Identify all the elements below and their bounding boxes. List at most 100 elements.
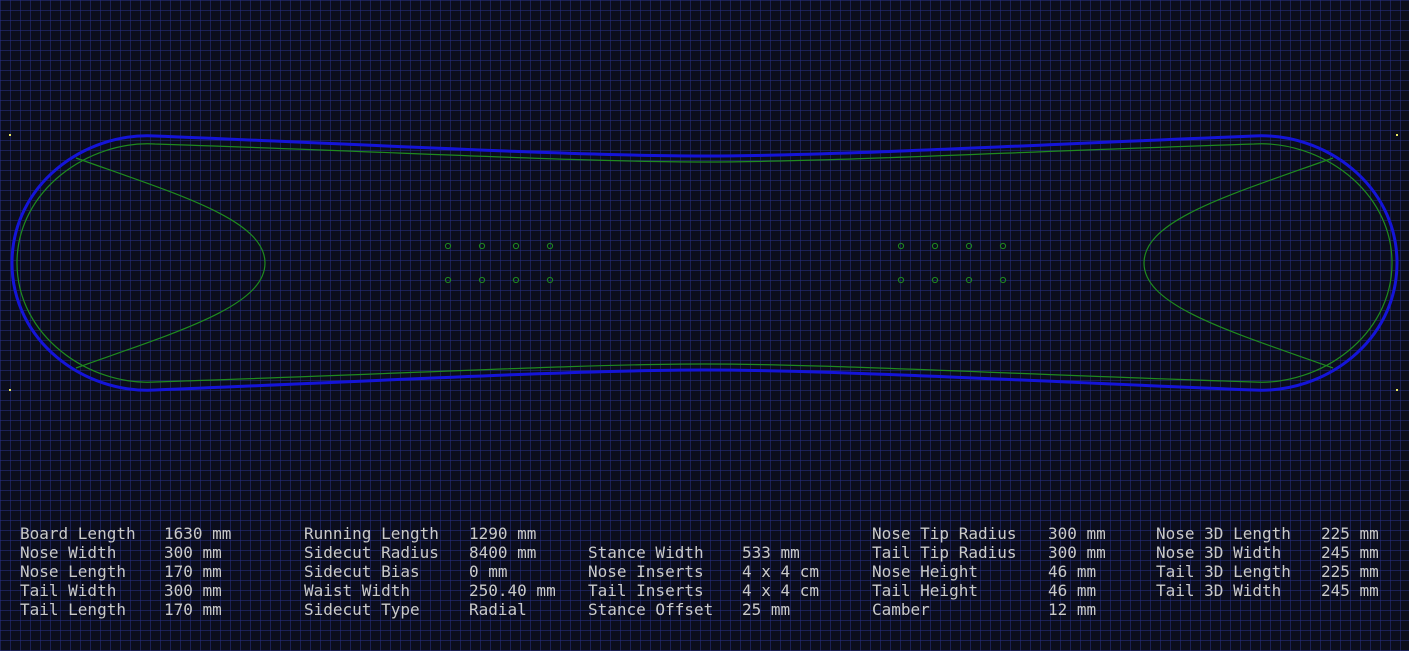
param-row: Nose 3D Width 245 mm	[1156, 543, 1379, 562]
param-label: Nose Width	[20, 543, 117, 562]
corner-marker-top-right	[1396, 134, 1398, 136]
param-value: 170 mm	[164, 600, 222, 619]
param-label: Stance Offset	[588, 600, 714, 619]
board-parameters-panel: Board Length 1630 mm Nose Width 300 mm Nos…	[0, 524, 1409, 624]
param-value: 300 mm	[164, 581, 222, 600]
insert-hole	[897, 242, 905, 250]
param-value: 225 mm	[1321, 562, 1379, 581]
param-row: Tail Length 170 mm	[20, 600, 231, 619]
param-label: Nose 3D Length	[1156, 524, 1291, 543]
param-row: Nose Tip Radius 300 mm	[872, 524, 1106, 543]
corner-marker-bottom-right	[1396, 389, 1398, 391]
insert-hole	[478, 242, 486, 250]
param-value: 25 mm	[742, 600, 791, 619]
corner-marker-top-left	[9, 134, 11, 136]
board-drawing-canvas	[9, 134, 1399, 392]
param-label: Tail Height	[872, 581, 978, 600]
insert-hole	[965, 242, 973, 250]
param-label: Waist Width	[304, 581, 410, 600]
param-value: 1630 mm	[164, 524, 232, 543]
param-row: Nose Length 170 mm	[20, 562, 231, 581]
param-value: 250.40 mm	[469, 581, 556, 600]
param-label	[588, 524, 742, 543]
param-row: Board Length 1630 mm	[20, 524, 231, 543]
insert-hole	[512, 276, 520, 284]
corner-marker-bottom-left	[9, 389, 11, 391]
param-label: Tail 3D Length	[1156, 562, 1291, 581]
param-label: Tail Tip Radius	[872, 543, 1017, 562]
param-label: Sidecut Radius	[304, 543, 439, 562]
param-label: Tail Width	[20, 581, 117, 600]
param-value: Radial	[469, 600, 527, 619]
insert-hole	[931, 242, 939, 250]
param-label: Nose Tip Radius	[872, 524, 1017, 543]
tail-inserts	[897, 242, 1007, 284]
param-value: 300 mm	[1048, 543, 1106, 562]
param-row	[588, 524, 819, 543]
insert-hole	[999, 242, 1007, 250]
insert-hole	[999, 276, 1007, 284]
param-label: Sidecut Type	[304, 600, 420, 619]
params-column-3: Stance Width 533 mm Nose Inserts 4 x 4 cm …	[588, 524, 819, 619]
param-value: 300 mm	[164, 543, 222, 562]
param-row: Tail 3D Length 225 mm	[1156, 562, 1379, 581]
insert-hole	[444, 242, 452, 250]
insert-hole	[931, 276, 939, 284]
param-row: Nose Inserts 4 x 4 cm	[588, 562, 819, 581]
param-row: Nose 3D Length 225 mm	[1156, 524, 1379, 543]
param-row: Tail Inserts 4 x 4 cm	[588, 581, 819, 600]
param-value: 46 mm	[1048, 581, 1097, 600]
insert-hole	[965, 276, 973, 284]
param-row: Tail Height 46 mm	[872, 581, 1106, 600]
param-value: 1290 mm	[469, 524, 537, 543]
param-row: Stance Offset 25 mm	[588, 600, 819, 619]
params-column-1: Board Length 1630 mm Nose Width 300 mm Nos…	[20, 524, 231, 619]
nose-inserts	[444, 242, 554, 284]
insert-hole	[478, 276, 486, 284]
param-value: 300 mm	[1048, 524, 1106, 543]
insert-hole	[444, 276, 452, 284]
param-value: 170 mm	[164, 562, 222, 581]
param-row: Stance Width 533 mm	[588, 543, 819, 562]
param-row: Tail Width 300 mm	[20, 581, 231, 600]
param-row: Tail Tip Radius 300 mm	[872, 543, 1106, 562]
param-label: Tail Inserts	[588, 581, 704, 600]
param-row: Sidecut Type Radial	[304, 600, 556, 619]
param-value: 245 mm	[1321, 581, 1379, 600]
param-value: 4 x 4 cm	[742, 581, 820, 600]
params-column-4: Nose Tip Radius 300 mm Tail Tip Radius 300…	[872, 524, 1106, 619]
param-value: 4 x 4 cm	[742, 562, 820, 581]
param-row: Camber 12 mm	[872, 600, 1106, 619]
param-label: Stance Width	[588, 543, 704, 562]
param-value: 533 mm	[742, 543, 800, 562]
insert-hole	[512, 242, 520, 250]
param-row: Nose Width 300 mm	[20, 543, 231, 562]
param-value: 12 mm	[1048, 600, 1097, 619]
param-label: Board Length	[20, 524, 136, 543]
param-value: 225 mm	[1321, 524, 1379, 543]
param-value: 46 mm	[1048, 562, 1097, 581]
insert-hole	[897, 276, 905, 284]
param-label: Tail 3D Width	[1156, 581, 1282, 600]
param-label: Nose 3D Width	[1156, 543, 1282, 562]
param-row: Running Length 1290 mm	[304, 524, 556, 543]
param-label: Tail Length	[20, 600, 126, 619]
param-row: Waist Width 250.40 mm	[304, 581, 556, 600]
param-row: Tail 3D Width 245 mm	[1156, 581, 1379, 600]
param-value: 0 mm	[469, 562, 508, 581]
param-row: Nose Height 46 mm	[872, 562, 1106, 581]
params-column-2: Running Length 1290 mm Sidecut Radius 8400…	[304, 524, 556, 619]
insert-hole	[546, 242, 554, 250]
param-label: Camber	[872, 600, 930, 619]
param-label: Sidecut Bias	[304, 562, 420, 581]
param-row: Sidecut Radius 8400 mm	[304, 543, 556, 562]
board-outline	[10, 134, 1399, 392]
param-value: 245 mm	[1321, 543, 1379, 562]
param-value: 8400 mm	[469, 543, 537, 562]
insert-hole	[546, 276, 554, 284]
tail-tip-guide	[1143, 157, 1334, 369]
param-row: Sidecut Bias 0 mm	[304, 562, 556, 581]
param-label: Running Length	[304, 524, 439, 543]
param-label: Nose Height	[872, 562, 978, 581]
params-column-5: Nose 3D Length 225 mm Nose 3D Width 245 mm…	[1156, 524, 1379, 600]
